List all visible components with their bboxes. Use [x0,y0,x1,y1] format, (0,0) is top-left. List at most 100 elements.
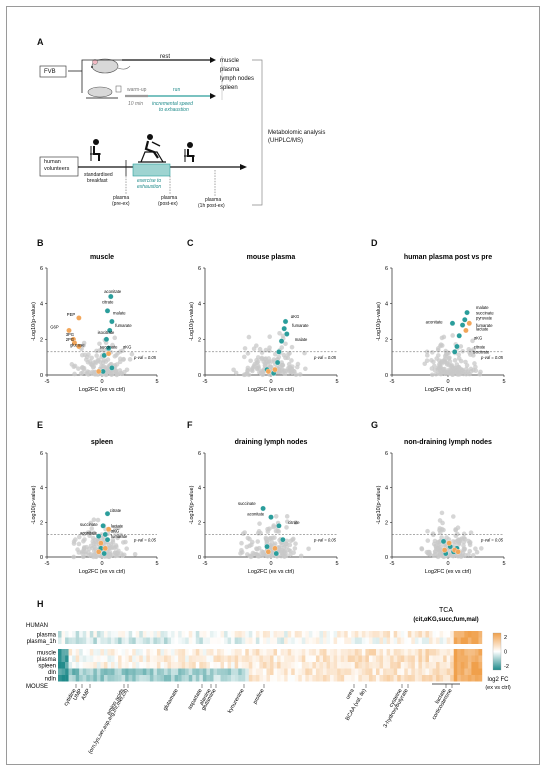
mouse-heatmap-cell [93,662,98,669]
background-point [90,535,96,541]
background-point [453,527,458,532]
mouse-heatmap-cell [439,675,444,682]
data-point [268,514,274,520]
mouse-heatmap-cell [361,662,366,669]
human-heatmap-cell [301,637,306,644]
metabolite-label: citrate [474,344,486,349]
mouse-heatmap-cell [298,649,302,656]
run-label: run [173,87,181,93]
mouse-heatmap-cell [365,662,370,669]
mouse-heatmap-cell [312,668,317,675]
background-point [457,538,462,544]
background-point [132,551,138,557]
panel-label-d: D [371,238,378,248]
human-group-label: HUMAN [26,623,48,629]
mouse-heatmap-cell [319,668,324,675]
stationary-bike-icon [138,134,166,163]
mouse-heatmap-cell [199,675,204,682]
mouse-heatmap-cell [68,649,73,656]
mouse-heatmap-cell [68,655,73,662]
mouse-heatmap-cell [411,649,416,656]
background-point [246,334,252,340]
mouse-heatmap-cell [164,655,168,662]
human-heatmap-cell [312,631,317,638]
data-point [466,320,473,327]
mouse-heatmap-cell [220,662,225,669]
human-heatmap-cell [478,637,483,644]
human-heatmap-cell [446,637,451,644]
threshold-label: p-val = 0.05 [313,355,337,360]
human-heatmap-cell [390,637,394,644]
data-point [265,368,272,375]
mouse-heatmap-cell [231,662,235,669]
mouse-heatmap-cell [411,668,416,675]
mouse-heatmap-cell [446,655,451,662]
mouse-heatmap-cell [323,649,327,656]
mouse-heatmap-cell [326,655,331,662]
mouse-heatmap-cell [199,649,204,656]
data-point [76,315,82,321]
x-tick-label: 5 [502,561,505,567]
resting-mouse-icon [91,58,131,74]
mouse-heatmap-cell [478,655,483,662]
mouse-heatmap-cell [326,675,331,682]
human-heatmap-cell [450,637,454,644]
background-point [455,531,460,537]
human-heatmap-cell [333,637,338,644]
mouse-heatmap-cell [227,655,232,662]
human-heatmap-cell [185,631,189,638]
human-heatmap-cell [202,637,207,644]
mouse-heatmap-cell [188,662,193,669]
human-heatmap-cell [460,631,465,638]
mouse-heatmap-cell [224,668,228,675]
mouse-heatmap-cell [298,662,302,669]
background-point [255,539,261,544]
mouse-heatmap-cell [185,675,189,682]
background-point [283,553,289,559]
background-point [115,535,120,541]
human-heatmap-cell [234,637,239,644]
background-point [94,353,99,358]
background-point [470,338,475,344]
mouse-heatmap-cell [287,668,292,675]
human-heatmap-cell [202,631,207,638]
human-heatmap-cell [460,637,465,644]
human-heatmap-cell [139,631,143,638]
mouse-heatmap-cell [89,668,94,675]
mouse-heatmap-cell [174,675,179,682]
metabolite-axis-label: UMP [72,688,83,702]
mouse-heatmap-cell [432,649,437,656]
y-tick-label: 0 [385,555,388,561]
mouse-heatmap-cell [121,675,126,682]
y-tick-label: 2 [40,337,43,343]
background-point [284,525,289,530]
mouse-heatmap-cell [450,662,454,669]
mouse-heatmap-cell [471,675,476,682]
breakfast-label-2: breakfast [87,178,108,184]
data-point [440,538,447,545]
mouse-heatmap-cell [347,662,352,669]
human-heatmap-cell [103,631,108,638]
colorbar [492,632,502,671]
human-heatmap-cell [160,631,165,638]
mouse-heatmap-cell [213,649,218,656]
mouse-heatmap-cell [259,649,264,656]
human-heatmap-cell [298,637,302,644]
mouse-heatmap-cell [376,649,380,656]
human-heatmap-cell [248,637,253,644]
background-point [430,350,435,355]
mouse-heatmap-cell [400,668,405,675]
mouse-heatmap-cell [315,675,320,682]
plasma-1h-1: plasma [205,197,222,203]
mouse-heatmap-cell [294,675,299,682]
data-point [282,318,289,325]
background-point [422,361,428,367]
human-heatmap-cell [149,631,154,638]
background-point [293,541,298,546]
mouse-heatmap-cell [467,662,472,669]
mouse-heatmap-cell [132,649,136,656]
mouse-heatmap-cell [436,662,440,669]
background-point [271,357,277,362]
mouse-heatmap-cell [471,668,476,675]
mouse-heatmap-cell [107,649,112,656]
